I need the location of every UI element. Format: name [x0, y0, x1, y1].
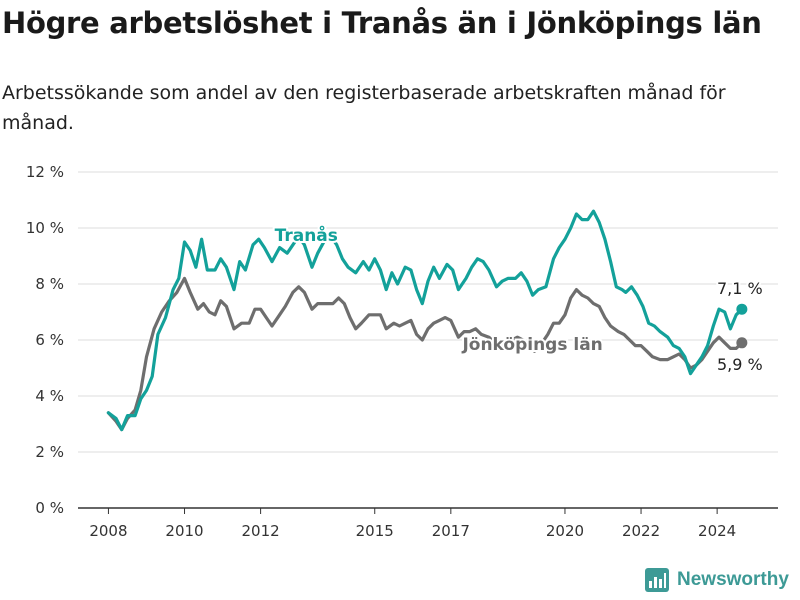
y-tick-label: 6 % — [35, 331, 64, 349]
series-line-1 — [106, 276, 744, 432]
series-end-label-1: 5,9 % — [717, 355, 763, 374]
x-tick-label: 2017 — [432, 522, 470, 540]
x-tick-label: 2020 — [546, 522, 584, 540]
brand-name: Newsworthy — [677, 569, 789, 590]
x-axis: 2008 2010 2012 2015 2017 2020 2022 2024 — [89, 508, 736, 540]
y-axis: 0 % 2 % 4 % 6 % 8 % 10 % 12 % — [26, 163, 64, 517]
series-line-0 — [106, 209, 744, 432]
x-tick-label: 2024 — [698, 522, 736, 540]
chart-grid — [78, 171, 778, 509]
x-tick-label: 2008 — [89, 522, 127, 540]
series-end-point-1 — [736, 337, 748, 349]
chart-series — [106, 209, 748, 432]
y-tick-label: 2 % — [35, 443, 64, 461]
series-name-label-1: Jönköpings län — [461, 335, 602, 355]
x-tick-label: 2022 — [622, 522, 660, 540]
y-tick-label: 12 % — [26, 163, 64, 181]
y-tick-label: 4 % — [35, 387, 64, 405]
series-name-label-0: Tranås — [275, 224, 338, 246]
x-tick-label: 2010 — [165, 522, 203, 540]
bar-chart-logo-icon — [645, 568, 669, 592]
series-end-point-0 — [736, 303, 748, 315]
chart-title: Högre arbetslöshet i Tranås än i Jönköpi… — [2, 6, 762, 40]
chart-subtitle: Arbetssökande som andel av den registerb… — [2, 82, 726, 134]
series-end-label-0: 7,1 % — [717, 279, 763, 298]
y-tick-label: 8 % — [35, 275, 64, 293]
x-tick-label: 2012 — [242, 522, 280, 540]
x-tick-label: 2015 — [356, 522, 394, 540]
chart-labels: 7,1 % 5,9 % Tranås Jönköpings län — [273, 222, 765, 376]
brand: Newsworthy — [645, 568, 789, 592]
y-tick-label: 0 % — [35, 499, 64, 517]
y-tick-label: 10 % — [26, 219, 64, 237]
